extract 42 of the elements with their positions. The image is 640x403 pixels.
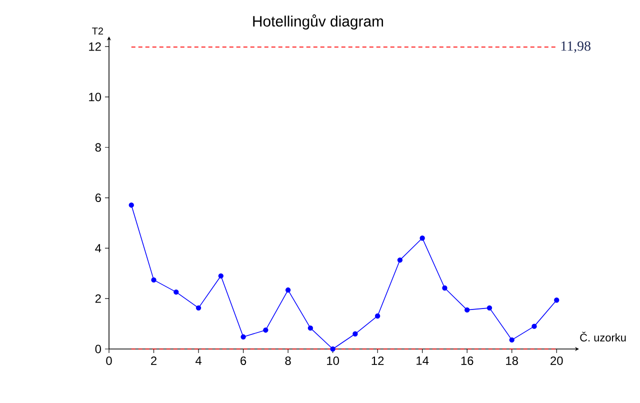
x-tick-label: 16: [461, 356, 474, 365]
y-axis-title: T2: [92, 28, 103, 34]
x-tick-label: 18: [506, 356, 518, 365]
point: [397, 257, 403, 263]
point: [352, 331, 358, 336]
ref-line-label: 11,98: [561, 41, 590, 53]
x-tick-label: 6: [240, 356, 246, 365]
x-tick-label: 12: [372, 356, 384, 365]
y-tick-label: 0: [95, 344, 102, 354]
x-axis-title: Č. uzorku: [580, 332, 626, 342]
point: [308, 325, 314, 331]
point: [151, 277, 156, 283]
x-tick-label: 0: [106, 356, 112, 365]
point: [218, 273, 224, 279]
point: [128, 202, 134, 208]
point: [464, 307, 470, 313]
point: [196, 305, 202, 311]
point: [240, 334, 246, 340]
point: [285, 287, 291, 293]
x-tick-label: 10: [327, 356, 339, 365]
point: [509, 337, 514, 343]
x-tick-label: 2: [151, 356, 156, 365]
point: [263, 328, 268, 333]
x-tick-label: 4: [195, 356, 202, 365]
x-tick-label: 20: [550, 356, 563, 365]
point: [374, 313, 380, 319]
point: [532, 324, 537, 329]
point: [330, 346, 336, 352]
y-tick-label: 2: [95, 294, 101, 303]
chart-title: Hotellingův diagram: [253, 14, 383, 30]
x-tick-label: 8: [285, 356, 291, 365]
point: [554, 298, 560, 303]
point: [420, 236, 425, 241]
point: [486, 305, 492, 311]
y-tick-label: 10: [89, 92, 102, 102]
y-tick-label: 8: [95, 143, 101, 152]
x-tick-label: 14: [416, 356, 429, 365]
point: [174, 289, 179, 295]
point: [442, 285, 448, 291]
y-tick-label: 4: [95, 244, 102, 252]
y-tick-label: 6: [95, 194, 101, 202]
y-tick-label: 12: [89, 42, 101, 51]
